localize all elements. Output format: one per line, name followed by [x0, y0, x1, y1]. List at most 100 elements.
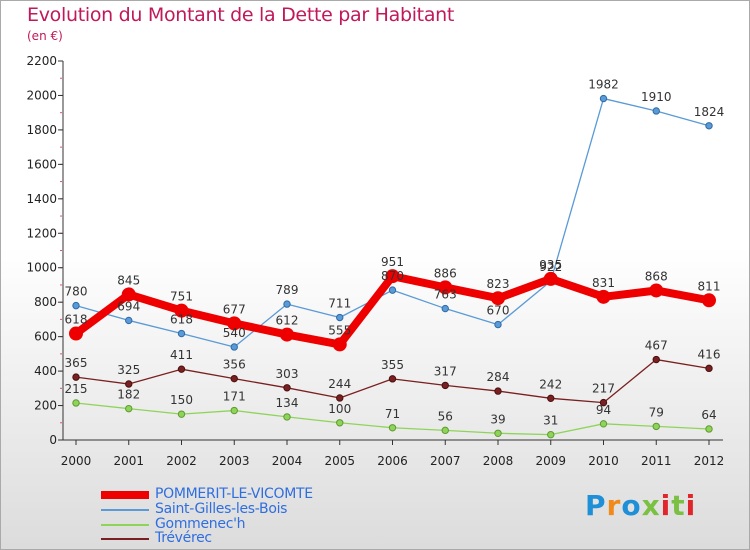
data-label-treverec: 467 [645, 339, 668, 353]
data-label-saint-gilles: 1824 [694, 105, 725, 119]
x-tick-label: 2011 [641, 454, 672, 468]
data-labels-layer: 618 845 751 677 612 555 951 886 823 935 831 868 811 7… [65, 78, 725, 428]
data-label-gommenech: 56 [438, 409, 453, 423]
series-pommerit [69, 269, 716, 352]
data-point-treverec [388, 375, 397, 383]
data-label-pommerit: 677 [223, 302, 246, 316]
x-tick-label: 2006 [377, 454, 408, 468]
data-label-treverec: 411 [170, 348, 193, 362]
data-label-pommerit: 618 [65, 313, 88, 327]
data-label-gommenech: 71 [385, 407, 400, 421]
data-point-gommenech [705, 425, 713, 433]
series-gommenech [72, 399, 713, 439]
data-point-pommerit [332, 337, 347, 352]
data-point-gommenech [652, 422, 660, 431]
chart-subtitle: (en €) [27, 29, 63, 43]
data-point-treverec [283, 384, 291, 392]
data-point-saint-gilles [125, 316, 133, 325]
legend-swatch-saint-gilles [101, 509, 149, 511]
data-label-gommenech: 39 [490, 412, 505, 426]
data-point-pommerit [280, 327, 294, 342]
data-label-saint-gilles: 540 [223, 326, 246, 340]
logo-letter: i [685, 489, 697, 522]
data-label-treverec: 242 [539, 377, 562, 391]
data-label-pommerit: 751 [170, 290, 193, 304]
x-tick-label: 2004 [272, 454, 303, 468]
data-label-gommenech: 150 [170, 393, 193, 407]
series-saint-gilles [72, 94, 713, 351]
data-point-treverec [705, 364, 713, 373]
legend-item-treverec: Trévérec [101, 530, 401, 547]
data-point-gommenech [230, 406, 238, 415]
data-point-pommerit [649, 283, 664, 298]
y-tick-label: 1800 [26, 123, 57, 137]
data-label-gommenech: 182 [117, 388, 140, 402]
data-label-saint-gilles: 870 [381, 269, 404, 283]
x-tick-label: 2003 [219, 454, 250, 468]
x-tick-label: 2002 [166, 454, 197, 468]
data-point-treverec [547, 394, 555, 403]
legend-label-pommerit: POMMERIT-LE-VICOMTE [155, 486, 313, 502]
data-label-saint-gilles: 763 [434, 288, 457, 302]
y-tick-label: 1400 [26, 192, 57, 206]
data-label-pommerit: 951 [381, 255, 404, 269]
data-label-pommerit: 823 [487, 277, 510, 291]
data-point-treverec [72, 373, 80, 381]
legend-item-gommenech: Gommenec'h [101, 516, 401, 533]
data-label-treverec: 365 [65, 356, 88, 370]
legend-label-gommenech: Gommenec'h [155, 516, 246, 532]
data-label-saint-gilles: 618 [170, 313, 193, 327]
legend-label-treverec: Trévérec [155, 530, 212, 546]
data-point-pommerit [385, 269, 400, 284]
x-tick-label: 2000 [61, 454, 92, 468]
data-point-saint-gilles [230, 343, 238, 351]
data-label-treverec: 244 [328, 377, 351, 391]
y-tick-label: 600 [34, 330, 57, 344]
x-tick-label: 2007 [430, 454, 461, 468]
data-label-gommenech: 94 [596, 403, 611, 417]
series-layer [69, 94, 716, 439]
data-point-treverec [230, 374, 238, 383]
logo-letter: o [621, 489, 642, 522]
data-label-pommerit: 811 [698, 279, 721, 293]
data-point-saint-gilles [283, 300, 291, 308]
data-label-gommenech: 171 [223, 390, 246, 404]
data-label-saint-gilles: 1982 [588, 78, 619, 92]
data-point-treverec [125, 380, 133, 388]
y-tick-label: 200 [34, 399, 57, 413]
data-point-saint-gilles [177, 329, 186, 338]
data-label-saint-gilles: 670 [487, 304, 510, 318]
y-tick-label: 0 [49, 433, 57, 447]
data-label-treverec: 416 [698, 347, 721, 361]
y-tick-label: 800 [34, 295, 57, 309]
data-point-pommerit [227, 316, 242, 331]
data-point-saint-gilles [72, 301, 80, 310]
data-label-pommerit: 935 [539, 258, 562, 272]
data-point-saint-gilles [494, 320, 502, 329]
data-point-gommenech [283, 413, 291, 421]
data-label-gommenech: 100 [328, 402, 351, 416]
data-point-gommenech [177, 410, 186, 418]
data-label-saint-gilles: 711 [328, 297, 351, 311]
x-tick-label: 2001 [113, 454, 144, 468]
data-label-pommerit: 831 [592, 276, 615, 290]
data-point-treverec [336, 394, 344, 402]
data-point-saint-gilles [388, 286, 397, 294]
data-point-saint-gilles [441, 304, 449, 313]
data-label-pommerit: 555 [328, 323, 351, 337]
legend-label-saint-gilles: Saint-Gilles-les-Bois [155, 501, 288, 517]
series-treverec [72, 355, 713, 407]
data-label-saint-gilles: 922 [539, 260, 562, 274]
data-point-pommerit [69, 326, 83, 341]
data-label-treverec: 317 [434, 364, 457, 378]
data-point-gommenech [547, 430, 555, 439]
x-tick-label: 2012 [694, 454, 725, 468]
logo-letter: P [585, 489, 607, 522]
data-point-saint-gilles [705, 122, 713, 130]
data-point-saint-gilles [336, 313, 344, 322]
data-point-treverec [599, 398, 608, 407]
data-label-treverec: 355 [381, 358, 404, 372]
legend-swatch-treverec [101, 538, 149, 540]
data-point-pommerit [543, 271, 558, 286]
